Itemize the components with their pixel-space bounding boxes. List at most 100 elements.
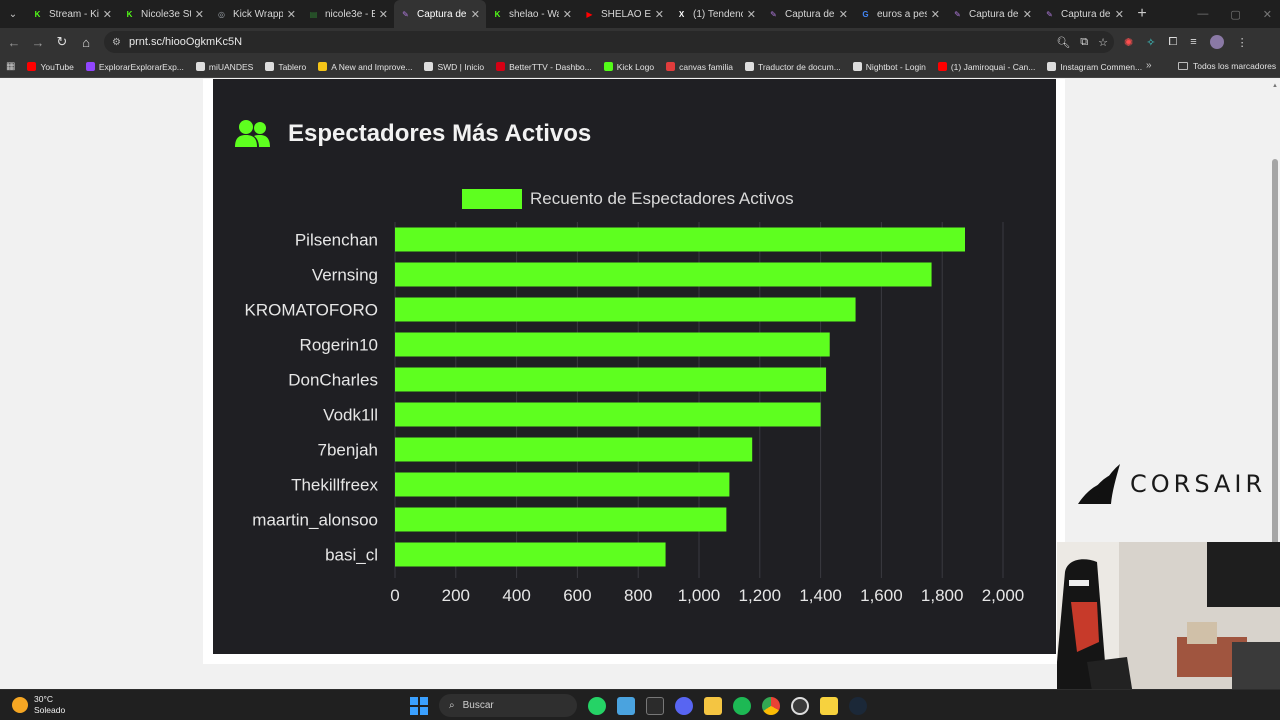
bar: [395, 402, 821, 427]
scroll-up-icon[interactable]: ▲: [1272, 83, 1278, 89]
tab-close-icon[interactable]: ✕: [562, 8, 572, 21]
windows-start-icon[interactable]: [410, 696, 428, 715]
tab-close-icon[interactable]: ✕: [1114, 8, 1124, 21]
tab-close-icon[interactable]: ✕: [102, 8, 112, 21]
bar: [395, 297, 856, 322]
sticky-notes-icon[interactable]: [820, 696, 838, 715]
bookmark-item[interactable]: Instagram Commen...: [1047, 62, 1142, 72]
tab-search-chevron-icon[interactable]: ⌄: [8, 8, 18, 20]
tab-close-icon[interactable]: ✕: [470, 8, 480, 21]
bookmark-star-icon[interactable]: ☆: [1098, 36, 1108, 49]
tab-close-icon[interactable]: ✕: [930, 8, 940, 21]
whatsapp-icon[interactable]: [588, 696, 606, 715]
tab-favicon-icon: ▶: [586, 9, 593, 19]
x-tick-label: 2,000: [982, 586, 1025, 605]
tab-close-icon[interactable]: ✕: [654, 8, 664, 21]
bookmark-label: Nightbot - Login: [865, 61, 926, 72]
browser-tab[interactable]: ✎ Captura de pantalla✕: [394, 0, 486, 28]
tab-title: Captura de pantalla: [969, 8, 1019, 20]
zoom-icon[interactable]: 🔍︎: [1056, 36, 1071, 49]
tab-favicon-icon: ✎: [1046, 9, 1053, 19]
notepad-icon[interactable]: [617, 696, 635, 715]
bookmark-item[interactable]: canvas familia: [666, 62, 733, 72]
extensions-puzzle-icon[interactable]: ⧠: [1168, 35, 1178, 48]
bookmark-item[interactable]: Nightbot - Login: [852, 61, 926, 72]
bookmark-item[interactable]: Tablero: [265, 62, 306, 72]
apps-grid-icon[interactable]: ▦: [6, 61, 16, 72]
bookmark-item[interactable]: YouTube: [27, 61, 74, 72]
home-icon[interactable]: ⌂: [82, 34, 90, 50]
reload-icon[interactable]: ↻: [56, 34, 68, 49]
tab-title: Captura de pantalla: [1061, 8, 1111, 20]
extensions-area: ✺ ✧ ⧠ ≡ ⋮: [1124, 28, 1248, 56]
steam-icon[interactable]: [849, 696, 867, 715]
corsair-wordmark: CORSAIR: [1130, 470, 1267, 498]
extension-cyan-icon[interactable]: ✧: [1146, 36, 1156, 49]
discord-icon[interactable]: [675, 696, 693, 715]
new-tab-button[interactable]: +: [1137, 5, 1147, 22]
tab-title: shelao - Watch: [509, 8, 559, 20]
category-label: Vernsing: [312, 266, 378, 285]
forward-icon[interactable]: →: [31, 34, 45, 50]
close-window-icon[interactable]: ✕: [1262, 8, 1272, 21]
bookmark-item[interactable]: miUANDES: [195, 62, 253, 72]
browser-tab[interactable]: ✎ Captura de pantalla✕: [1038, 0, 1130, 28]
browser-tab[interactable]: ▶ SHELAO ES✕: [578, 0, 670, 28]
weather-widget[interactable]: 30°C Soleado: [12, 694, 65, 716]
tab-close-icon[interactable]: ✕: [194, 8, 204, 21]
tab-close-icon[interactable]: ✕: [1022, 8, 1032, 21]
terminal-icon[interactable]: [646, 696, 664, 715]
bar: [395, 367, 827, 392]
x-tick-label: 200: [442, 586, 470, 605]
browser-tab[interactable]: ◎ Kick Wrapped✕: [210, 0, 302, 28]
taskbar-search[interactable]: ⌕ Buscar: [439, 694, 577, 717]
scrollbar-thumb[interactable]: [1272, 159, 1278, 689]
more-bookmarks-button[interactable]: »: [1146, 60, 1152, 71]
bookmark-favicon-icon: [85, 62, 95, 71]
active-viewers-bar-chart: Recuento de Espectadores Activos Pilsench…: [245, 189, 1025, 605]
bookmark-label: BetterTTV - Dashbo...: [509, 61, 592, 72]
bookmark-label: YouTube: [40, 61, 74, 72]
minimize-icon[interactable]: —: [1197, 8, 1209, 20]
all-bookmarks-button[interactable]: Todos los marcadores: [1178, 61, 1276, 71]
obs-icon[interactable]: [791, 696, 809, 715]
browser-tab[interactable]: K Nicole3e Stream✕: [118, 0, 210, 28]
window-controls: — ▢ ✕: [1197, 0, 1272, 28]
bookmark-item[interactable]: Traductor de docum...: [744, 62, 841, 72]
browser-tab[interactable]: ▤ nicole3e - Estadísticas✕: [302, 0, 394, 28]
tab-close-icon[interactable]: ✕: [286, 8, 296, 21]
cast-icon[interactable]: ⧉: [1080, 35, 1089, 48]
browser-tab[interactable]: ✎ Captura de pantalla✕: [946, 0, 1038, 28]
x-tick-label: 800: [624, 586, 652, 605]
tab-close-icon[interactable]: ✕: [746, 8, 756, 21]
back-icon[interactable]: ←: [7, 34, 21, 50]
spotify-icon[interactable]: [733, 696, 751, 715]
tab-favicon-icon: ◎: [218, 9, 225, 19]
bookmark-item[interactable]: Kick Logo: [603, 62, 654, 72]
profile-avatar[interactable]: [1209, 35, 1224, 49]
address-bar[interactable]: ⚙ prnt.sc/hiooOgkmKc5N 🔍︎ ⧉ ☆: [104, 31, 1114, 53]
corsair-logo: CORSAIR: [1076, 462, 1266, 506]
tab-close-icon[interactable]: ✕: [378, 8, 388, 21]
reading-list-icon[interactable]: ≡: [1190, 36, 1197, 48]
maximize-icon[interactable]: ▢: [1230, 8, 1241, 21]
bookmark-item[interactable]: BetterTTV - Dashbo...: [496, 62, 592, 72]
tab-favicon-icon: ✎: [954, 9, 961, 19]
site-info-icon[interactable]: ⚙: [112, 36, 121, 48]
bar: [395, 262, 932, 287]
browser-menu-icon[interactable]: ⋮: [1236, 36, 1248, 49]
chrome-icon[interactable]: [762, 696, 780, 715]
browser-tab[interactable]: ✎ Captura de pantalla✕: [762, 0, 854, 28]
windows-taskbar: 30°C Soleado ⌕ Buscar: [0, 689, 1280, 720]
tab-close-icon[interactable]: ✕: [838, 8, 848, 21]
bookmark-item[interactable]: ExplorarExplorarExp...: [85, 62, 184, 72]
bookmark-item[interactable]: A New and Improve...: [318, 62, 412, 72]
file-explorer-icon[interactable]: [704, 696, 722, 715]
bookmark-item[interactable]: (1) Jamiroquai - Can...: [937, 62, 1035, 72]
browser-tab[interactable]: X (1) Tendencias✕: [670, 0, 762, 28]
bookmark-item[interactable]: SWD | Inicio: [424, 62, 484, 72]
extension-red-icon[interactable]: ✺: [1124, 36, 1134, 49]
browser-tab[interactable]: K Stream - Kick✕: [26, 0, 118, 28]
